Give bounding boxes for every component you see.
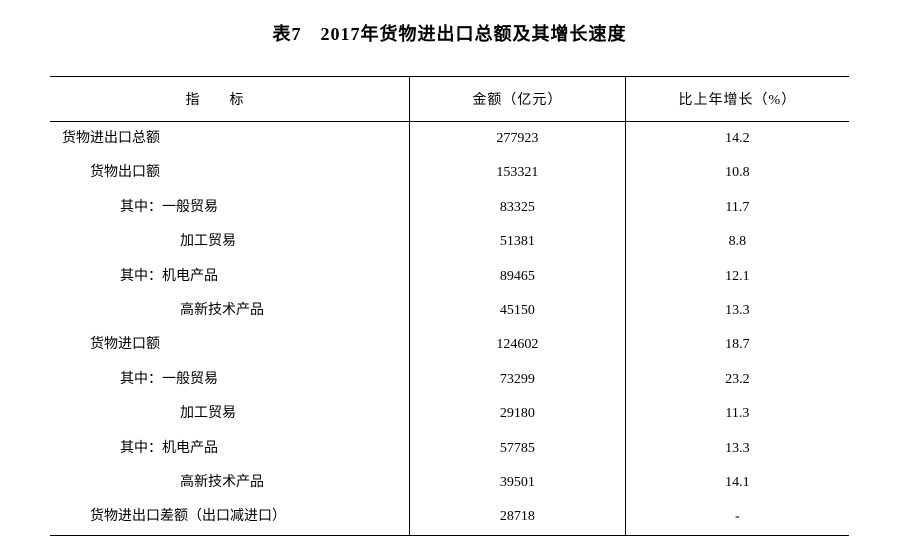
table-row: 加工贸易513818.8 [50, 225, 849, 259]
table-row: 高新技术产品3950114.1 [50, 466, 849, 500]
col-header-amount: 金额（亿元） [410, 77, 626, 122]
table-row: 其中：机电产品8946512.1 [50, 260, 849, 294]
cell-indicator: 高新技术产品 [50, 466, 410, 500]
cell-indicator: 加工贸易 [50, 225, 410, 259]
table-body: 货物进出口总额27792314.2货物出口额15332110.8其中：一般贸易8… [50, 122, 849, 536]
cell-amount: 277923 [410, 122, 626, 157]
cell-amount: 28718 [410, 500, 626, 535]
table-header-row: 指标 金额（亿元） 比上年增长（%） [50, 77, 849, 122]
table-row: 货物进出口总额27792314.2 [50, 122, 849, 157]
table-title: 表7 2017年货物进出口总额及其增长速度 [50, 20, 849, 46]
cell-growth: 14.1 [625, 466, 849, 500]
cell-amount: 51381 [410, 225, 626, 259]
cell-amount: 124602 [410, 328, 626, 362]
cell-growth: 8.8 [625, 225, 849, 259]
cell-growth: 11.3 [625, 397, 849, 431]
cell-growth: 10.8 [625, 156, 849, 190]
cell-amount: 83325 [410, 191, 626, 225]
cell-indicator: 其中：机电产品 [50, 432, 410, 466]
cell-amount: 45150 [410, 294, 626, 328]
table-row: 其中：一般贸易8332511.7 [50, 191, 849, 225]
cell-growth: 12.1 [625, 260, 849, 294]
col-header-growth: 比上年增长（%） [625, 77, 849, 122]
cell-indicator: 货物出口额 [50, 156, 410, 190]
table-row: 货物进口额12460218.7 [50, 328, 849, 362]
cell-amount: 57785 [410, 432, 626, 466]
cell-growth: 18.7 [625, 328, 849, 362]
cell-indicator: 加工贸易 [50, 397, 410, 431]
table-row: 货物进出口差额（出口减进口）28718- [50, 500, 849, 535]
table-row: 高新技术产品4515013.3 [50, 294, 849, 328]
cell-growth: 13.3 [625, 294, 849, 328]
cell-indicator: 货物进出口差额（出口减进口） [50, 500, 410, 535]
cell-growth: 23.2 [625, 363, 849, 397]
cell-amount: 73299 [410, 363, 626, 397]
table-row: 货物出口额15332110.8 [50, 156, 849, 190]
cell-indicator: 其中：一般贸易 [50, 363, 410, 397]
cell-indicator: 货物进口额 [50, 328, 410, 362]
cell-amount: 153321 [410, 156, 626, 190]
cell-growth: 13.3 [625, 432, 849, 466]
cell-growth: 14.2 [625, 122, 849, 157]
cell-growth: 11.7 [625, 191, 849, 225]
cell-growth: - [625, 500, 849, 535]
cell-indicator: 货物进出口总额 [50, 122, 410, 157]
table-row: 其中：机电产品5778513.3 [50, 432, 849, 466]
table-row: 加工贸易2918011.3 [50, 397, 849, 431]
cell-amount: 29180 [410, 397, 626, 431]
table-row: 其中：一般贸易7329923.2 [50, 363, 849, 397]
import-export-table: 指标 金额（亿元） 比上年增长（%） 货物进出口总额27792314.2货物出口… [50, 76, 849, 536]
cell-amount: 39501 [410, 466, 626, 500]
cell-indicator: 其中：机电产品 [50, 260, 410, 294]
col-header-indicator: 指标 [50, 77, 410, 122]
cell-indicator: 高新技术产品 [50, 294, 410, 328]
cell-amount: 89465 [410, 260, 626, 294]
cell-indicator: 其中：一般贸易 [50, 191, 410, 225]
